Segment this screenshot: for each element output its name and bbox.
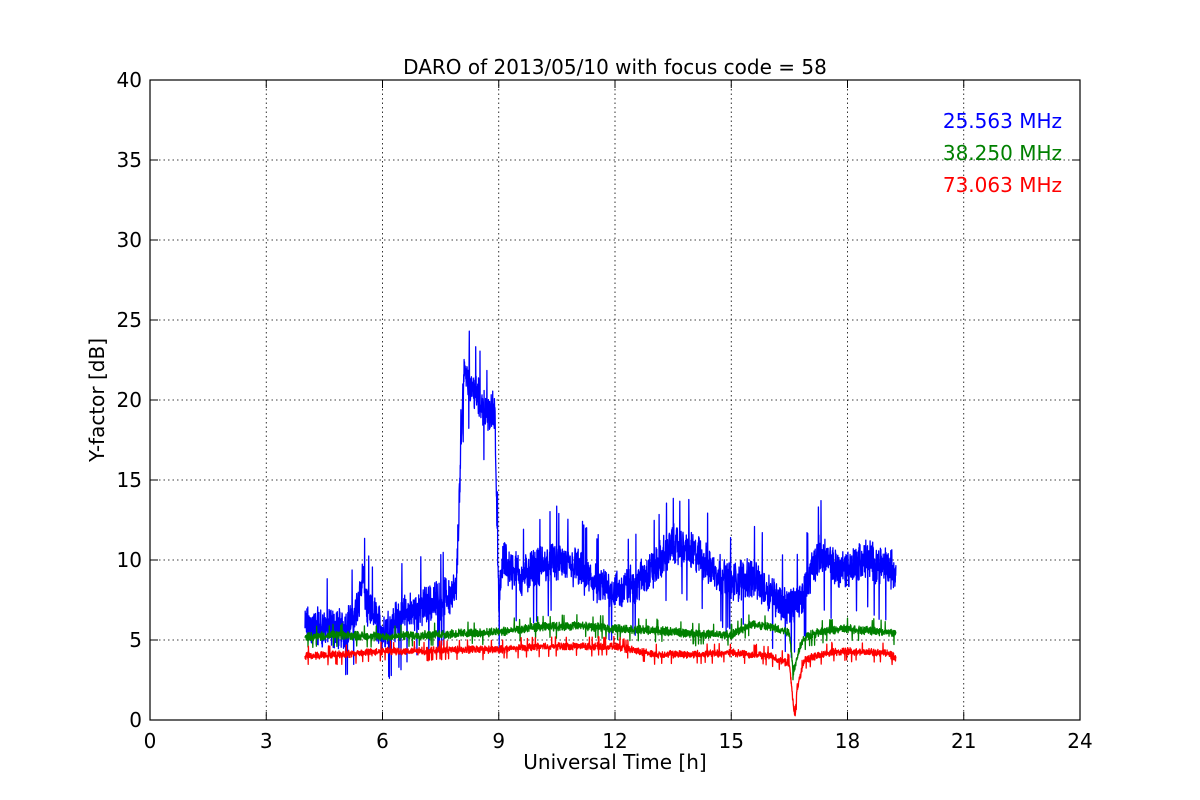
x-tick-label: 18 — [835, 729, 860, 753]
y-tick-label: 40 — [117, 68, 142, 92]
x-tick-label: 24 — [1067, 729, 1092, 753]
y-axis-label: Y-factor [dB] — [85, 338, 109, 463]
x-tick-label: 12 — [602, 729, 627, 753]
x-tick-label: 0 — [144, 729, 157, 753]
x-tick-label: 6 — [376, 729, 389, 753]
y-tick-label: 5 — [129, 628, 142, 652]
x-axis-label: Universal Time [h] — [523, 750, 706, 774]
x-tick-label: 21 — [951, 729, 976, 753]
series-line-3 — [304, 635, 897, 717]
y-tick-label: 15 — [117, 468, 142, 492]
y-tick-label: 0 — [129, 708, 142, 732]
series-line-1 — [304, 330, 897, 679]
chart-title: DARO of 2013/05/10 with focus code = 58 — [403, 55, 827, 79]
legend-entry-1: 25.563 MHz — [943, 109, 1062, 133]
axis-ticks: 0 3 6 9 12 15 18 21 24 0 5 10 15 20 25 30 35 40 — [117, 68, 1093, 753]
grid — [150, 80, 1080, 720]
legend-entry-2: 38.250 MHz — [943, 141, 1062, 165]
y-tick-label: 10 — [117, 548, 142, 572]
y-tick-label: 30 — [117, 228, 142, 252]
legend-entry-3: 73.063 MHz — [943, 173, 1062, 197]
y-tick-label: 25 — [117, 308, 142, 332]
y-tick-label: 35 — [117, 148, 142, 172]
y-tick-label: 20 — [117, 388, 142, 412]
x-tick-label: 9 — [492, 729, 505, 753]
x-tick-label: 15 — [719, 729, 744, 753]
series-lines — [304, 330, 897, 717]
legend: 25.563 MHz 38.250 MHz 73.063 MHz — [943, 109, 1062, 197]
x-tick-label: 3 — [260, 729, 273, 753]
series-line-2 — [304, 614, 897, 681]
